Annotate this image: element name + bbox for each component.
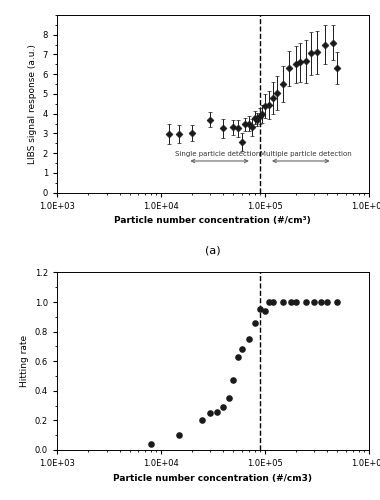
- Text: (a): (a): [205, 246, 221, 256]
- Point: [318, 298, 324, 306]
- Point: [230, 376, 236, 384]
- Y-axis label: Hitting rate: Hitting rate: [20, 335, 29, 388]
- Point: [266, 298, 272, 306]
- Point: [262, 307, 268, 315]
- Point: [257, 306, 263, 314]
- Y-axis label: LIBS signal response (a.u.): LIBS signal response (a.u.): [28, 44, 37, 164]
- Text: Multiple particle detection: Multiple particle detection: [260, 152, 352, 158]
- Point: [207, 409, 214, 417]
- X-axis label: Particle number concentration (#/cm3): Particle number concentration (#/cm3): [113, 474, 312, 482]
- Point: [252, 319, 258, 327]
- Point: [148, 440, 154, 448]
- Point: [303, 298, 309, 306]
- Point: [226, 394, 232, 402]
- X-axis label: Particle number concentration (#/cm³): Particle number concentration (#/cm³): [114, 216, 311, 225]
- Point: [334, 298, 340, 306]
- Text: Single particle detection: Single particle detection: [175, 152, 260, 158]
- Point: [239, 346, 245, 354]
- Point: [288, 298, 294, 306]
- Point: [280, 298, 286, 306]
- Point: [270, 298, 276, 306]
- Point: [311, 298, 317, 306]
- Point: [199, 416, 205, 424]
- Point: [245, 335, 252, 343]
- Point: [176, 431, 182, 439]
- Point: [220, 403, 226, 411]
- Point: [324, 298, 330, 306]
- Point: [235, 353, 241, 361]
- Point: [293, 298, 299, 306]
- Point: [214, 408, 220, 416]
